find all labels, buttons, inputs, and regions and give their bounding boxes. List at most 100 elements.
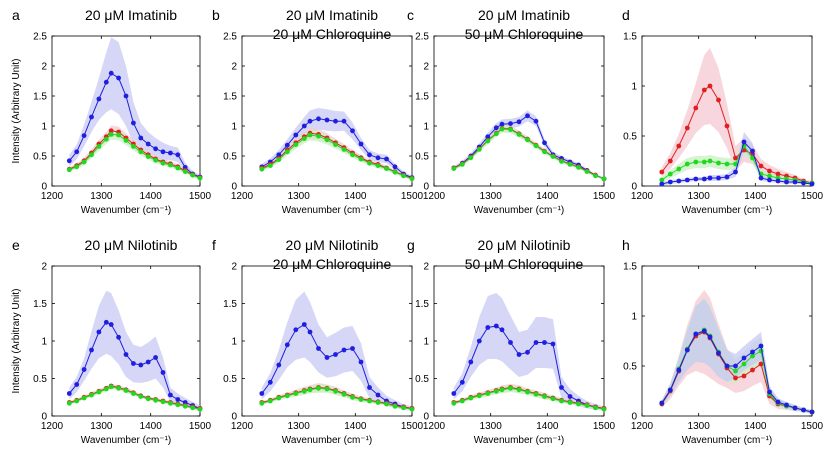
panel-title: 20 μM Imatinib xyxy=(478,7,570,23)
plot-area-frame xyxy=(241,35,413,187)
series-green-point xyxy=(716,160,721,166)
y-tick-label: 1.5 xyxy=(223,299,237,310)
series-green-point xyxy=(316,385,321,391)
series-blue-point xyxy=(701,176,707,182)
series-green-point xyxy=(333,388,338,394)
series-blue-point xyxy=(716,175,721,181)
series-blue-point xyxy=(499,121,505,127)
y-tick-label: 1.5 xyxy=(33,92,47,103)
panel-title: 20 μM Chloroquine xyxy=(273,26,392,42)
plot-area-frame xyxy=(433,35,605,187)
series-blue-point xyxy=(301,322,307,327)
series-blue-point xyxy=(775,178,781,184)
series-green-point xyxy=(160,160,166,166)
y-tick-label: 1.5 xyxy=(415,299,429,310)
series-blue-point xyxy=(367,385,372,390)
series-green-point xyxy=(276,157,282,163)
series-green-point xyxy=(131,391,136,396)
series-green-point xyxy=(542,394,547,399)
series-blue-point xyxy=(160,370,166,375)
x-tick-label: 1500 xyxy=(401,191,424,202)
series-blue-point xyxy=(693,176,699,182)
series-blue-point xyxy=(459,379,465,385)
series-red-point xyxy=(659,169,665,175)
series-green-point xyxy=(81,159,87,165)
series-green-error-band xyxy=(261,383,412,410)
series-green-point xyxy=(750,155,755,161)
series-blue-error-band xyxy=(261,291,412,411)
y-tick-label: 2 xyxy=(423,62,429,73)
series-green-point xyxy=(468,395,474,401)
series-green-point xyxy=(724,161,730,167)
y-tick-label: 0.5 xyxy=(623,132,637,143)
y-tick-label: 1.5 xyxy=(623,262,637,273)
y-tick-label: 2 xyxy=(41,62,47,73)
series-blue-point xyxy=(138,362,144,368)
series-green-point xyxy=(259,400,265,406)
series-blue-point xyxy=(542,340,547,345)
series-red-point xyxy=(775,171,781,177)
series-green-point xyxy=(89,152,94,158)
y-tick-label: 1 xyxy=(631,82,637,93)
series-green-point xyxy=(707,158,713,164)
x-tick-label: 1300 xyxy=(90,421,113,432)
series-blue-point xyxy=(103,79,109,85)
series-green-point xyxy=(96,389,102,395)
x-axis-label: Wavenumber (cm⁻¹) xyxy=(282,205,372,216)
panel-title: 20 μM Nilotinib xyxy=(478,237,571,253)
y-tick-label: 0 xyxy=(231,182,237,193)
series-green-point xyxy=(508,127,513,132)
series-green-point xyxy=(284,149,290,155)
panel-g: g 20 μM Nilotinib 50 μM Chloroquine 1200 130… xyxy=(407,237,616,446)
series-red-point xyxy=(750,367,755,373)
series-green-point xyxy=(131,144,136,149)
series-blue-point xyxy=(375,392,381,398)
series-green-point xyxy=(401,173,406,179)
x-tick-label: 1200 xyxy=(231,191,254,202)
plot-area-frame xyxy=(51,35,201,187)
series-blue-point xyxy=(96,96,102,102)
y-axis-label: Intensity (Arbitrary Unit) xyxy=(11,58,22,163)
series-green-point xyxy=(197,175,203,181)
series-blue-point xyxy=(358,141,364,147)
series-green-point xyxy=(301,136,307,142)
x-tick-label: 1200 xyxy=(41,421,64,432)
x-tick-label: 1500 xyxy=(801,421,824,432)
series-blue-point xyxy=(96,329,102,335)
y-tick-label: 0.5 xyxy=(33,152,47,163)
y-tick-label: 0 xyxy=(41,412,47,423)
y-tick-label: 0.5 xyxy=(33,374,47,385)
series-green-point xyxy=(74,398,80,404)
series-red-point xyxy=(701,87,707,93)
series-blue-point xyxy=(525,113,530,119)
series-blue-point xyxy=(293,132,299,138)
plot-area-frame xyxy=(641,35,813,187)
panel-a: a 20 μM Imatinib 1200 1300 1400 1500 0 0.5 1 1.5 2… xyxy=(11,7,212,216)
series-blue-point xyxy=(341,118,347,124)
series-green-point xyxy=(584,169,590,175)
series-green-point xyxy=(508,385,513,391)
series-green-point xyxy=(593,405,598,411)
series-blue-point xyxy=(324,355,330,360)
series-green-point xyxy=(168,162,173,168)
series-green-point xyxy=(341,147,347,152)
series-green-point xyxy=(108,384,114,390)
y-tick-label: 0 xyxy=(231,412,237,423)
series-blue-point xyxy=(741,355,747,361)
series-blue-point xyxy=(516,119,522,125)
series-green-point xyxy=(175,402,181,408)
series-red-point xyxy=(758,361,764,367)
series-green-point xyxy=(103,136,109,142)
series-blue-point xyxy=(392,164,398,170)
series-green-point xyxy=(593,173,598,179)
series-blue-point xyxy=(485,325,491,330)
series-green-point xyxy=(601,176,607,182)
x-tick-label: 1400 xyxy=(744,191,767,202)
series-green-point xyxy=(324,386,330,392)
series-blue-error-band xyxy=(661,299,812,414)
x-tick-label: 1300 xyxy=(288,191,311,202)
x-tick-label: 1500 xyxy=(593,421,616,432)
series-green-point xyxy=(401,405,406,411)
series-blue-point xyxy=(767,389,772,395)
series-blue-point xyxy=(259,391,265,396)
